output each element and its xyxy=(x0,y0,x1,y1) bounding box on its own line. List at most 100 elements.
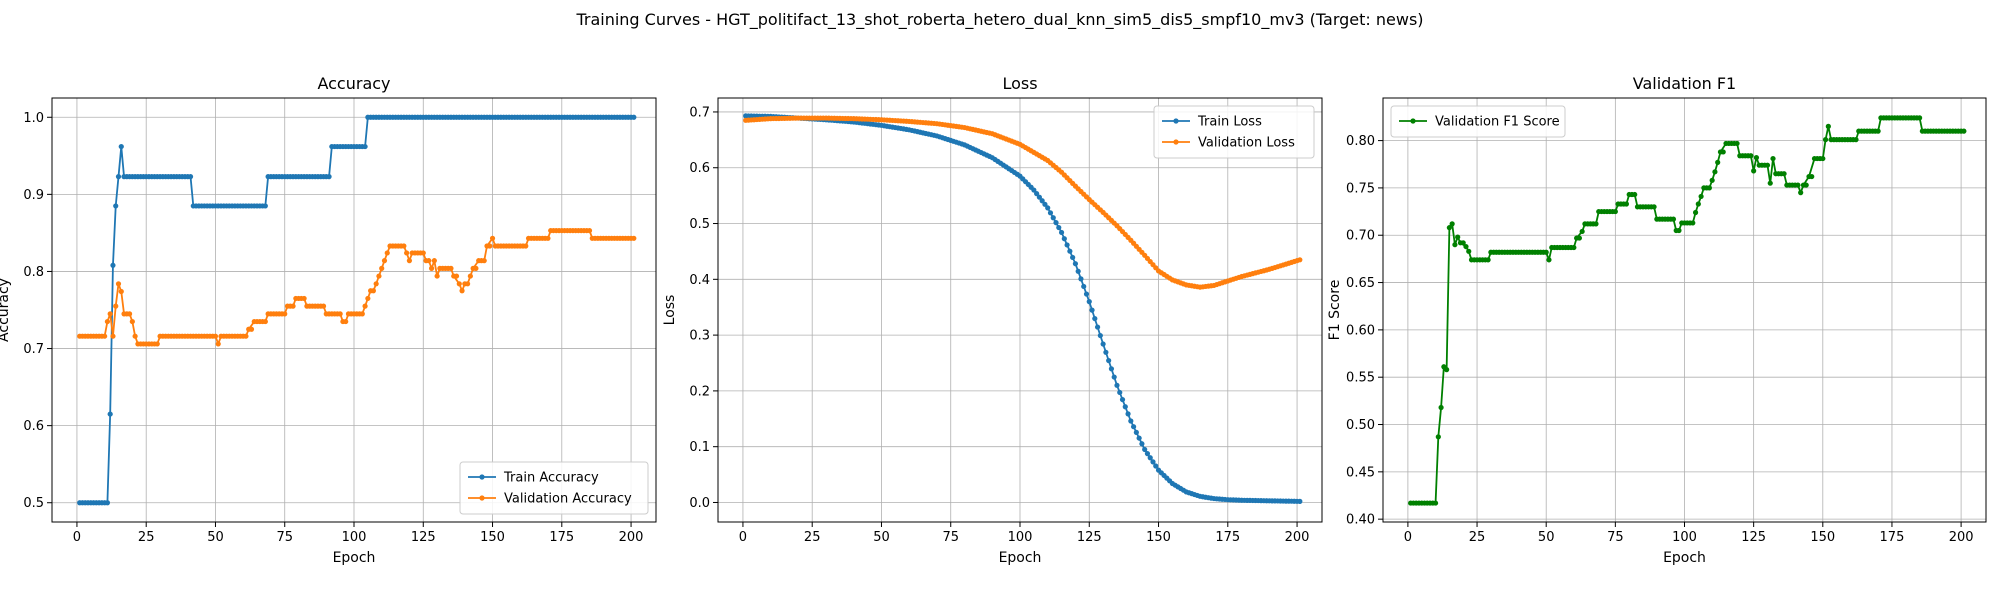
data-point xyxy=(1047,210,1054,216)
data-point xyxy=(1632,191,1638,198)
data-point xyxy=(1111,374,1117,380)
data-point xyxy=(384,250,390,256)
data-point xyxy=(1803,182,1809,188)
data-point xyxy=(1698,193,1704,200)
y-tick-label: 0.50 xyxy=(1346,418,1375,433)
y-tick-label: 0.1 xyxy=(689,440,710,455)
data-point xyxy=(104,500,111,506)
y-tick-label: 0.5 xyxy=(23,496,44,511)
data-point xyxy=(1446,225,1452,231)
data-point xyxy=(1150,459,1156,465)
legend-swatch-marker xyxy=(1410,118,1416,124)
data-point xyxy=(290,303,296,309)
data-point xyxy=(1463,243,1469,250)
data-point xyxy=(404,250,410,256)
data-point xyxy=(481,258,487,264)
data-point xyxy=(107,311,113,317)
data-point xyxy=(1961,128,1967,134)
x-tick-label: 0 xyxy=(739,530,747,545)
x-tick-label: 100 xyxy=(342,530,367,545)
data-point xyxy=(1297,257,1303,263)
data-point xyxy=(102,333,108,339)
chart-title: Loss xyxy=(1002,74,1037,93)
data-point xyxy=(1142,446,1148,453)
data-point xyxy=(1139,441,1145,447)
data-point xyxy=(301,295,307,302)
data-point xyxy=(1435,434,1441,440)
data-point xyxy=(1133,429,1139,436)
data-point xyxy=(1709,177,1715,183)
x-tick-label: 150 xyxy=(1810,530,1835,545)
y-tick-label: 0.45 xyxy=(1346,465,1375,480)
data-point xyxy=(362,303,368,309)
legend: Train Loss Validation Loss xyxy=(1153,105,1315,159)
data-point xyxy=(1092,315,1098,322)
data-point xyxy=(1720,149,1726,155)
legend-swatch-marker xyxy=(479,495,485,501)
x-tick-label: 100 xyxy=(1672,530,1697,545)
data-point xyxy=(129,318,135,325)
data-point xyxy=(1056,224,1062,231)
x-tick-label: 125 xyxy=(1077,530,1102,545)
data-point xyxy=(1130,424,1137,430)
legend-label: Train Loss xyxy=(1197,115,1262,130)
data-point xyxy=(1460,240,1466,246)
data-point xyxy=(187,174,194,180)
data-point xyxy=(320,303,327,309)
legend-box xyxy=(1390,105,1566,138)
data-point xyxy=(456,281,462,287)
data-point xyxy=(631,235,637,241)
data-point xyxy=(1045,205,1051,211)
data-point xyxy=(1579,228,1585,235)
data-point xyxy=(448,265,454,271)
x-tick-label: 175 xyxy=(1215,530,1240,545)
data-point xyxy=(1692,209,1699,216)
data-point xyxy=(586,227,593,234)
data-point xyxy=(1061,236,1067,242)
data-point xyxy=(362,143,368,150)
y-tick-label: 0.65 xyxy=(1346,276,1375,291)
y-tick-label: 0.6 xyxy=(689,161,710,176)
x-tick-label: 150 xyxy=(1146,530,1171,545)
data-point xyxy=(1695,201,1701,207)
x-tick-label: 125 xyxy=(411,530,436,545)
data-point xyxy=(107,411,113,417)
data-point xyxy=(110,262,116,268)
data-point xyxy=(401,243,407,249)
data-point xyxy=(326,174,332,180)
data-point xyxy=(1764,162,1771,168)
data-point xyxy=(1106,357,1112,364)
data-point xyxy=(453,273,460,279)
x-tick-label: 200 xyxy=(1285,530,1310,545)
data-point xyxy=(1690,220,1696,226)
x-tick-label: 25 xyxy=(138,530,155,545)
data-point xyxy=(1050,215,1056,221)
data-point xyxy=(1571,244,1577,251)
data-point xyxy=(464,281,471,287)
x-axis-label: Epoch xyxy=(1663,550,1706,566)
data-point xyxy=(1781,171,1787,177)
data-point xyxy=(1825,123,1831,129)
y-tick-label: 0.6 xyxy=(23,419,44,434)
data-point xyxy=(262,203,268,209)
data-point xyxy=(1875,128,1881,134)
data-point xyxy=(1449,221,1455,227)
data-point xyxy=(1466,248,1472,254)
data-point xyxy=(1094,324,1101,330)
x-tick-label: 175 xyxy=(549,530,574,545)
y-tick-label: 0.8 xyxy=(23,265,44,280)
y-axis-label: F1 Score xyxy=(1327,280,1343,341)
x-tick-label: 75 xyxy=(1607,530,1624,545)
series-markers-0 xyxy=(743,113,1303,504)
data-point xyxy=(1798,190,1804,196)
data-point xyxy=(1753,155,1760,161)
y-tick-label: 0.75 xyxy=(1346,181,1375,196)
y-tick-label: 0.80 xyxy=(1346,134,1375,149)
data-point xyxy=(154,341,160,347)
x-tick-label: 25 xyxy=(1469,530,1486,545)
data-point xyxy=(459,288,465,294)
data-point xyxy=(1128,418,1134,424)
data-point xyxy=(1122,404,1128,410)
data-point xyxy=(1081,283,1087,290)
